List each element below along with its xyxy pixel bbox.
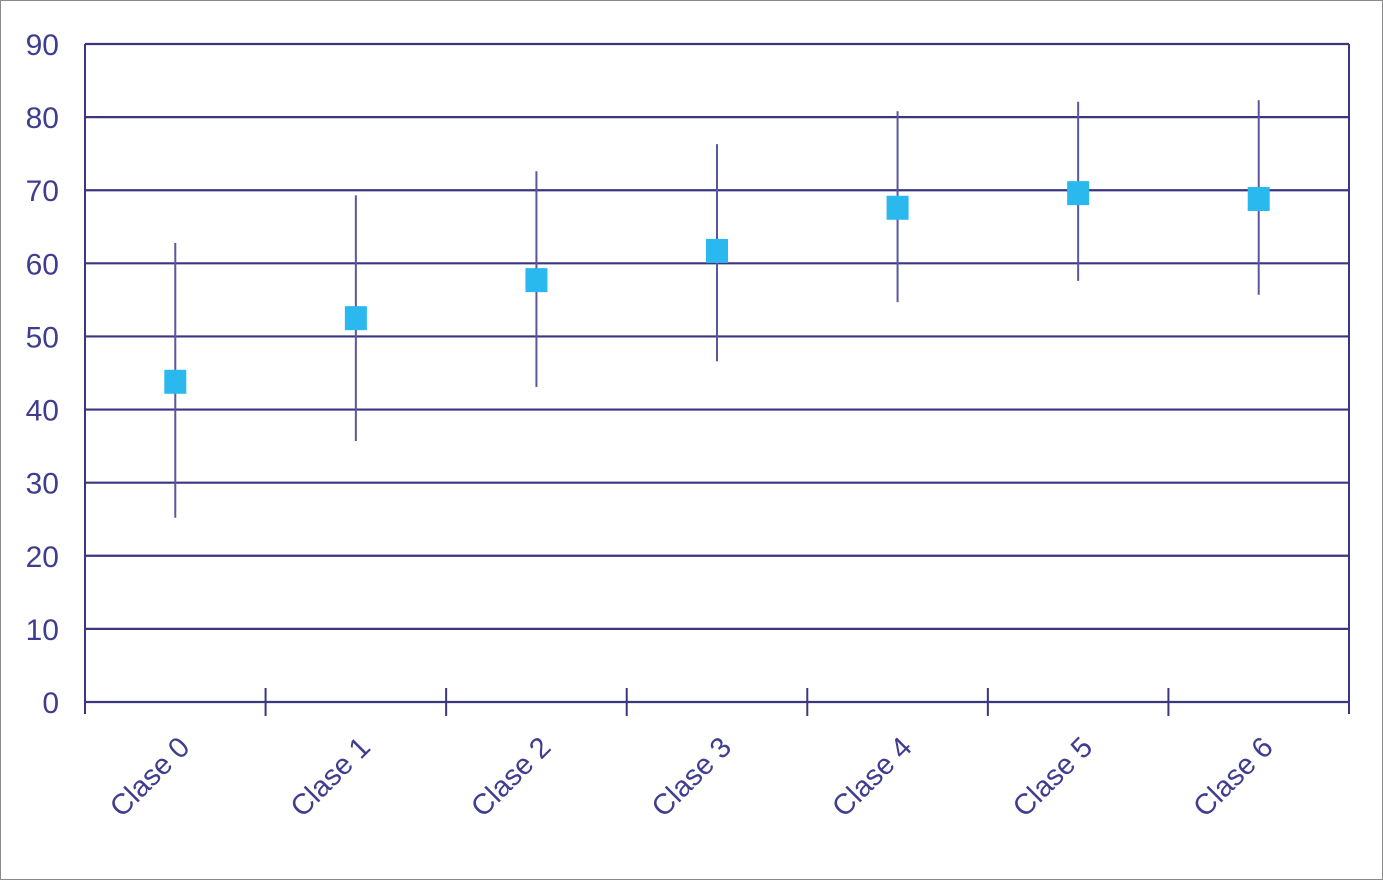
data-point: [525, 268, 548, 293]
x-tick-label: Clase 0: [104, 731, 196, 823]
y-tick-label: 80: [26, 102, 59, 135]
x-tick-label: Clase 4: [826, 731, 918, 823]
data-point: [344, 306, 367, 331]
y-tick-label: 50: [26, 321, 59, 354]
data-point: [1067, 181, 1090, 206]
x-tick-label: Clase 3: [646, 731, 738, 823]
y-tick-label: 0: [42, 687, 59, 720]
x-tick-label: Clase 6: [1188, 731, 1280, 823]
data-point: [1247, 186, 1270, 211]
y-tick-label: 40: [26, 395, 59, 428]
x-tick-label: Clase 2: [465, 731, 557, 823]
y-tick-label: 90: [26, 29, 59, 62]
y-tick-label: 70: [26, 175, 59, 208]
data-point: [164, 369, 187, 394]
y-tick-label: 20: [26, 541, 59, 574]
y-tick-label: 30: [26, 468, 59, 501]
x-tick-label: Clase 5: [1007, 731, 1099, 823]
x-tick-label: Clase 1: [285, 731, 377, 823]
y-tick-label: 10: [26, 614, 59, 647]
y-tick-label: 60: [26, 248, 59, 281]
data-point: [706, 238, 728, 263]
data-point: [886, 195, 909, 220]
